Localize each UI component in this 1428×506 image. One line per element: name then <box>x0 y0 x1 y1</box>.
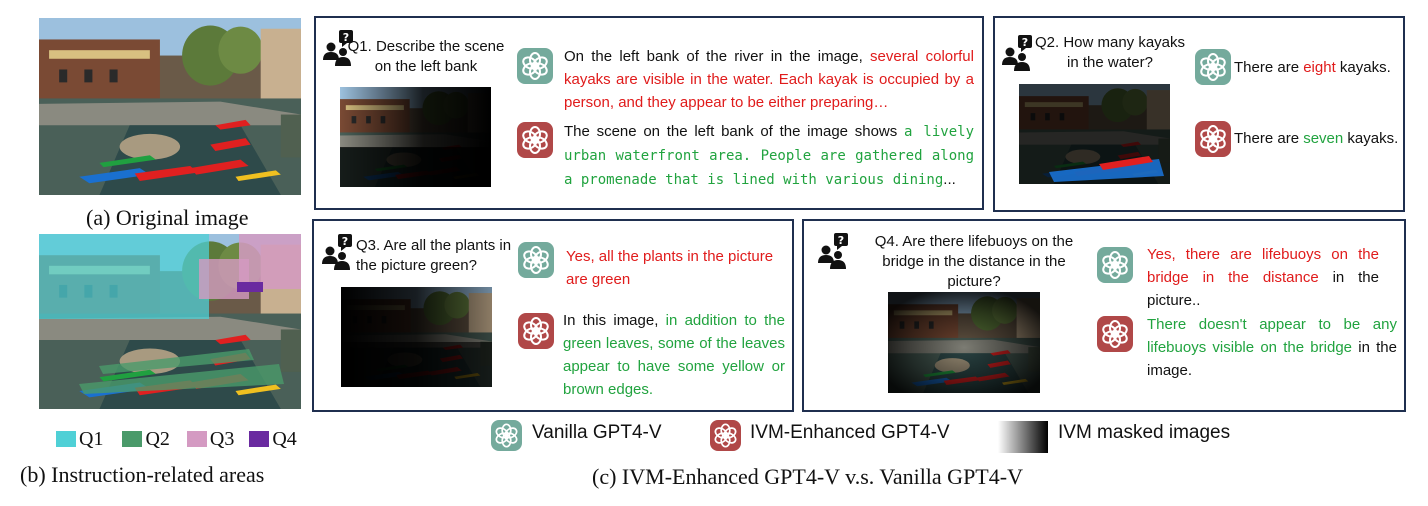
panel-q2 <box>993 16 1405 212</box>
legend-vanilla-label: Vanilla GPT4-V <box>532 422 662 443</box>
asker-icon <box>818 233 848 269</box>
legend-q1: Q1 <box>56 428 103 450</box>
caption-comparison: (c) IVM-Enhanced GPT4-V v.s. Vanilla GPT… <box>592 464 1023 489</box>
panel-q4 <box>802 219 1406 412</box>
answer-q2-ivm: There are seven kayaks. <box>1234 130 1399 147</box>
caption-instruction-areas: (b) Instruction-related areas <box>20 462 265 487</box>
legend-ivm-icon <box>710 420 741 451</box>
ivm-gpt-icon <box>518 313 554 349</box>
legend-ivm-label: IVM-Enhanced GPT4-V <box>750 422 950 443</box>
ivm-gpt-icon <box>1097 316 1133 352</box>
caption-original-image: (a) Original image <box>86 205 249 230</box>
answer-q1-ivm-highlight: a lively urban waterfront area. People a… <box>564 124 974 188</box>
legend-q4: Q4 <box>249 428 297 450</box>
question-q4: Q4. Are there lifebuoys on the bridge in… <box>874 233 1074 290</box>
masked-image-q2 <box>1019 84 1170 184</box>
answer-q4-ivm: There doesn't appear to be any lifebuoys… <box>1147 316 1397 379</box>
ivm-gpt-icon <box>1195 121 1231 157</box>
answer-q3-ivm: In this image, in addition to the green … <box>563 312 785 398</box>
question-q2: Q2. How many kayaks in the water? <box>1034 34 1186 71</box>
legend-q2: Q2 <box>122 428 170 450</box>
legend-q1-swatch <box>56 431 76 447</box>
legend-mask-gradient <box>998 421 1048 453</box>
asker-icon <box>322 234 352 270</box>
panel-q3 <box>312 219 794 412</box>
vanilla-gpt-icon <box>517 48 553 84</box>
legend-q2-swatch <box>122 431 143 447</box>
answer-q3-vanilla: Yes, all the plants in the picture are g… <box>566 248 774 288</box>
vanilla-gpt-icon <box>518 242 554 278</box>
question-q1: Q1. Describe the scene on the left bank <box>347 38 505 75</box>
legend-q3-swatch <box>186 431 207 447</box>
panel-q1 <box>314 16 984 210</box>
ivm-gpt-icon <box>517 122 553 158</box>
vanilla-gpt-icon <box>1097 247 1133 283</box>
answer-q1-vanilla: On the left bank of the river in the ima… <box>564 48 974 111</box>
answer-q4-vanilla: Yes, there are lifebuoys on the bridge i… <box>1147 246 1379 309</box>
masked-image-q4 <box>888 292 1040 393</box>
legend-q3: Q3 <box>186 428 234 450</box>
vanilla-gpt-icon <box>1195 49 1231 85</box>
masked-image-q3 <box>341 287 492 387</box>
legend-q4-swatch <box>249 431 270 447</box>
legend-vanilla-icon <box>491 420 522 451</box>
masked-image-q1 <box>340 87 491 187</box>
answer-q1-ivm: The scene on the left bank of the image … <box>564 123 974 188</box>
answer-q1-vanilla-highlight: several colorful kayaks are visible in t… <box>564 48 974 111</box>
region-legend: Q1 Q2 Q3 Q4 <box>56 428 297 451</box>
instruction-areas-image <box>39 234 301 409</box>
legend-masked-label: IVM masked images <box>1058 422 1231 443</box>
question-q3: Q3. Are all the plants in the picture gr… <box>356 237 512 274</box>
answer-q2-vanilla: There are eight kayaks. <box>1234 59 1391 76</box>
original-image <box>39 18 301 195</box>
